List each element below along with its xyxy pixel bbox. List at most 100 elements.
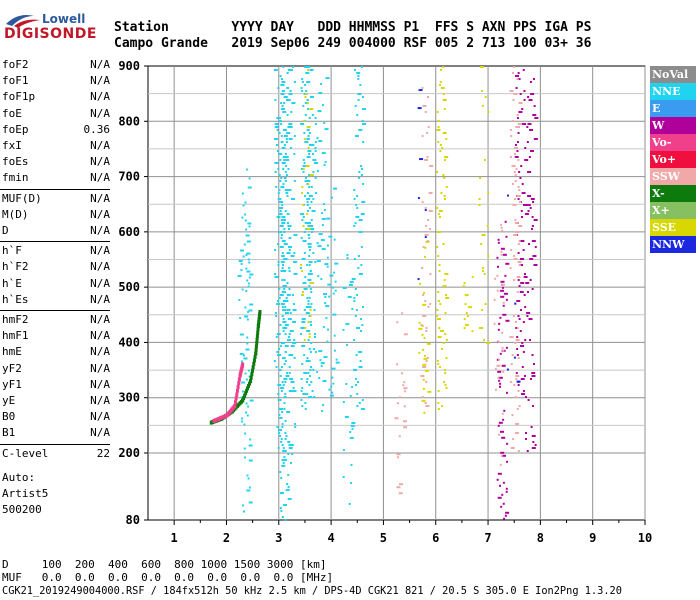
echo-point bbox=[276, 426, 279, 428]
echo-point bbox=[394, 417, 399, 420]
echo-point bbox=[352, 369, 357, 371]
echo-point bbox=[515, 339, 520, 341]
echo-point bbox=[305, 177, 308, 179]
echo-point bbox=[239, 352, 244, 355]
echo-point bbox=[497, 496, 502, 499]
param-key: foEs bbox=[2, 155, 29, 169]
echo-point bbox=[302, 159, 305, 161]
echo-point bbox=[531, 435, 536, 437]
param-value: N/A bbox=[90, 361, 110, 375]
echo-point bbox=[517, 390, 520, 392]
echo-point bbox=[422, 387, 425, 390]
echo-point bbox=[281, 306, 284, 308]
echo-point bbox=[308, 297, 311, 299]
tick-label-x: 5 bbox=[380, 531, 387, 545]
echo-point bbox=[347, 295, 352, 298]
echo-point bbox=[519, 330, 522, 332]
echo-point bbox=[284, 180, 287, 182]
echo-point bbox=[442, 174, 445, 176]
echo-point bbox=[345, 382, 348, 385]
echo-point bbox=[307, 129, 310, 131]
echo-point bbox=[310, 303, 313, 305]
echo-point bbox=[439, 69, 442, 71]
echo-point bbox=[503, 517, 506, 520]
echo-point bbox=[310, 381, 313, 383]
echo-point bbox=[479, 327, 484, 329]
echo-point bbox=[529, 207, 532, 209]
echo-point bbox=[309, 282, 314, 284]
echo-point bbox=[419, 158, 424, 161]
echo-point bbox=[284, 171, 287, 173]
echo-point bbox=[240, 262, 243, 265]
param-key: yF2 bbox=[2, 361, 22, 375]
echo-point bbox=[278, 348, 281, 350]
echo-point bbox=[290, 198, 295, 200]
echo-trace bbox=[342, 253, 356, 505]
echo-point bbox=[312, 369, 315, 371]
echo-point bbox=[533, 105, 536, 107]
echo-point bbox=[445, 357, 448, 359]
echo-point bbox=[308, 246, 311, 248]
echo-point bbox=[526, 291, 529, 293]
echo-point bbox=[282, 384, 285, 386]
echo-point bbox=[246, 342, 249, 345]
param-key: hmF1 bbox=[2, 329, 29, 343]
echo-point bbox=[530, 426, 533, 428]
curve-point bbox=[223, 414, 227, 419]
echo-point bbox=[318, 377, 321, 380]
echo-point bbox=[425, 327, 428, 329]
echo-point bbox=[328, 388, 331, 391]
echo-point bbox=[306, 213, 309, 215]
echo-point bbox=[321, 248, 326, 251]
echo-point bbox=[418, 321, 421, 324]
echo-point bbox=[331, 391, 334, 394]
echo-point bbox=[481, 105, 484, 107]
echo-point bbox=[288, 93, 293, 95]
echo-point bbox=[322, 293, 327, 296]
echo-point bbox=[284, 177, 287, 179]
echo-point bbox=[444, 312, 447, 314]
echo-point bbox=[509, 129, 512, 131]
param-value: N/A bbox=[90, 191, 110, 205]
echo-point bbox=[310, 324, 313, 326]
echo-point bbox=[248, 225, 251, 228]
echo-point bbox=[280, 270, 283, 272]
echo-point bbox=[498, 421, 503, 424]
echo-point bbox=[290, 111, 293, 113]
echo-point bbox=[442, 132, 447, 134]
echo-point bbox=[502, 253, 507, 256]
echo-point bbox=[325, 317, 328, 320]
echo-point bbox=[314, 123, 317, 125]
echo-point bbox=[303, 354, 306, 356]
echo-point bbox=[239, 333, 244, 336]
curve-point bbox=[243, 393, 247, 398]
echo-point bbox=[524, 432, 527, 434]
echo-point bbox=[436, 129, 441, 131]
echo-point bbox=[512, 204, 517, 206]
echo-point bbox=[285, 159, 290, 161]
echo-point bbox=[240, 249, 245, 252]
echo-point bbox=[313, 309, 316, 311]
echo-point bbox=[305, 165, 310, 167]
echo-point bbox=[321, 410, 324, 413]
echo-point bbox=[479, 66, 484, 68]
echo-point bbox=[506, 442, 509, 445]
echo-point bbox=[307, 147, 310, 149]
echo-point bbox=[534, 246, 537, 248]
echo-point bbox=[532, 255, 537, 257]
echo-point bbox=[284, 156, 289, 158]
echo-point bbox=[426, 342, 431, 345]
echo-point bbox=[314, 261, 317, 263]
curve-point bbox=[242, 396, 246, 401]
echo-point bbox=[245, 348, 250, 351]
echo-point bbox=[303, 138, 306, 140]
echo-point bbox=[243, 357, 248, 360]
echo-point bbox=[306, 183, 309, 185]
echo-point bbox=[308, 396, 313, 398]
echo-point bbox=[517, 384, 520, 386]
echo-point bbox=[286, 294, 291, 296]
echo-point bbox=[274, 126, 279, 128]
echo-point bbox=[334, 349, 337, 352]
echo-point bbox=[285, 165, 288, 167]
echo-point bbox=[322, 326, 325, 329]
